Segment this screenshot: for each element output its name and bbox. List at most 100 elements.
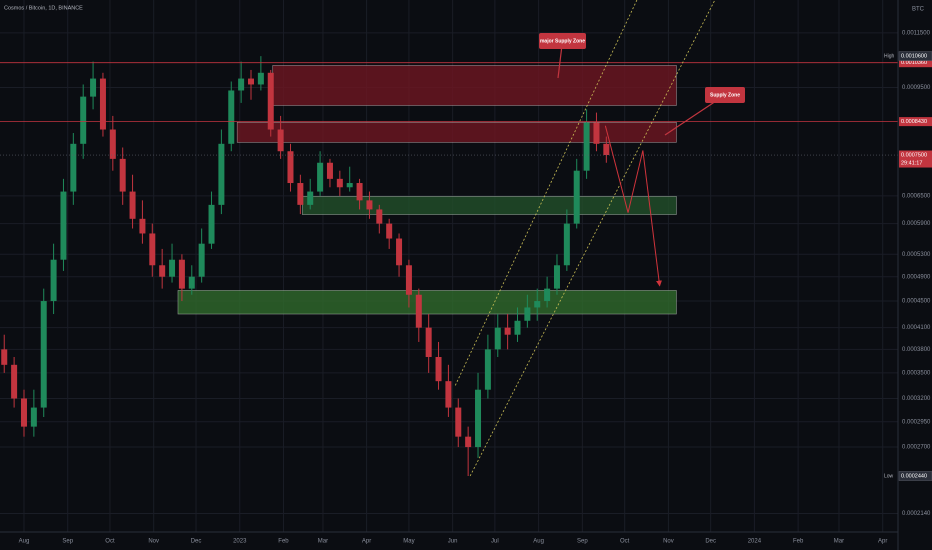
y-tick-label: 0.0006500 bbox=[902, 194, 931, 200]
zones bbox=[177, 65, 677, 315]
drawings: major Supply Zone Supply Zone bbox=[0, 0, 898, 477]
x-tick-label: Nov bbox=[663, 539, 674, 545]
x-tick-label: 2023 bbox=[233, 539, 247, 545]
high_mark-label: 0.0010600 bbox=[901, 54, 927, 60]
candle-body bbox=[287, 151, 294, 184]
high_mark-box bbox=[898, 51, 932, 61]
candle-body bbox=[425, 327, 432, 357]
candle-body bbox=[60, 191, 67, 260]
y-tick-label: 0.0005900 bbox=[902, 221, 931, 227]
x-tick-label: Feb bbox=[793, 539, 804, 545]
low_mark-label: 0.0002440 bbox=[901, 473, 927, 479]
x-tick-label: Dec bbox=[705, 539, 716, 545]
callout-text: Supply Zone bbox=[710, 92, 740, 98]
x-tick-label: Apr bbox=[362, 539, 371, 545]
channel-line bbox=[469, 0, 716, 477]
candle-body bbox=[178, 259, 185, 289]
candle-body bbox=[90, 78, 97, 97]
candle-body bbox=[99, 78, 106, 130]
candle-body bbox=[248, 78, 255, 85]
candle-body bbox=[169, 259, 176, 277]
x-tick-label: Oct bbox=[105, 539, 115, 545]
candle-body bbox=[307, 191, 314, 205]
y-tick-label: 0.0011500 bbox=[902, 30, 931, 36]
channel-line bbox=[454, 0, 638, 386]
zone bbox=[236, 121, 677, 143]
x-tick-label: Sep bbox=[62, 539, 73, 545]
candle-body bbox=[228, 90, 235, 144]
candle-body bbox=[484, 349, 491, 390]
current-price-box bbox=[899, 150, 932, 168]
high_mark-name: High bbox=[884, 53, 895, 59]
candle-body bbox=[346, 183, 353, 188]
x-tick-label: Apr bbox=[878, 539, 887, 545]
candle-body bbox=[514, 320, 521, 335]
candle-body bbox=[534, 301, 541, 308]
candle-body bbox=[119, 158, 126, 192]
candle-body bbox=[109, 129, 116, 159]
candle-body bbox=[317, 162, 324, 192]
x-tick-label: Feb bbox=[278, 539, 289, 545]
y-tick-label: 0.0003500 bbox=[902, 370, 931, 376]
candle-body bbox=[20, 398, 27, 427]
candle-body bbox=[30, 407, 37, 427]
candle-body bbox=[139, 218, 146, 234]
y-tick-label: 0.0005300 bbox=[902, 252, 931, 258]
callout-text: major Supply Zone bbox=[540, 38, 585, 44]
y-tick-label: 0.0004500 bbox=[902, 299, 931, 305]
candle-body bbox=[475, 389, 482, 448]
y-tick-label: 0.0003800 bbox=[902, 347, 931, 353]
candle-body bbox=[366, 200, 373, 210]
candle-body bbox=[356, 183, 363, 201]
callout-box bbox=[539, 33, 586, 49]
candle-body bbox=[415, 294, 422, 328]
candle-body bbox=[149, 233, 156, 266]
x-tick-label: Oct bbox=[620, 539, 630, 545]
candle-body bbox=[405, 265, 412, 295]
candle-body bbox=[218, 143, 225, 205]
x-tick-label: Mar bbox=[318, 539, 328, 545]
candle-body bbox=[435, 356, 442, 382]
y-tick-label: 0.0003200 bbox=[902, 396, 931, 402]
x-tick-label: Aug bbox=[19, 539, 30, 545]
x-tick-label: Jun bbox=[448, 539, 458, 545]
candle-body bbox=[386, 223, 393, 239]
level-label: 0.0008430 bbox=[901, 119, 927, 125]
y-tick-label: 0.0002700 bbox=[902, 445, 931, 451]
candles bbox=[1, 56, 610, 477]
candle-body bbox=[583, 122, 590, 171]
low_mark-box bbox=[898, 471, 932, 481]
candle-body bbox=[494, 327, 501, 350]
projection-path bbox=[604, 125, 662, 287]
candle-body bbox=[257, 72, 264, 85]
candle-body bbox=[573, 170, 580, 224]
x-tick-label: Aug bbox=[533, 539, 544, 545]
candle-body bbox=[40, 301, 47, 408]
candle-body bbox=[563, 223, 570, 266]
y-tick-label: 0.0009500 bbox=[902, 85, 931, 91]
candle-body bbox=[336, 178, 343, 188]
candle-body bbox=[376, 209, 383, 224]
callout-box bbox=[705, 87, 745, 103]
candle-body bbox=[326, 162, 333, 179]
candle-body bbox=[238, 78, 245, 91]
candle-body bbox=[267, 72, 274, 130]
candle-body bbox=[129, 191, 136, 219]
level-label: 0.0010360 bbox=[901, 60, 927, 66]
y-tick-label: 0.0004100 bbox=[902, 325, 931, 331]
candle-body bbox=[544, 288, 551, 302]
candle-body bbox=[198, 243, 205, 277]
candle-body bbox=[159, 265, 166, 277]
x-tick-label: Sep bbox=[577, 539, 588, 545]
candle-body bbox=[188, 276, 195, 289]
x-tick-label: Mar bbox=[834, 539, 844, 545]
chart-title: Cosmos / Bitcoin, 1D, BINANCE bbox=[4, 5, 83, 11]
candle-body bbox=[208, 204, 215, 244]
countdown: 29:41:17 bbox=[901, 160, 922, 166]
candle-body bbox=[80, 96, 87, 144]
candle-body bbox=[70, 143, 77, 192]
candle-body bbox=[396, 238, 403, 266]
y-tick-label: 0.0002140 bbox=[902, 511, 931, 517]
